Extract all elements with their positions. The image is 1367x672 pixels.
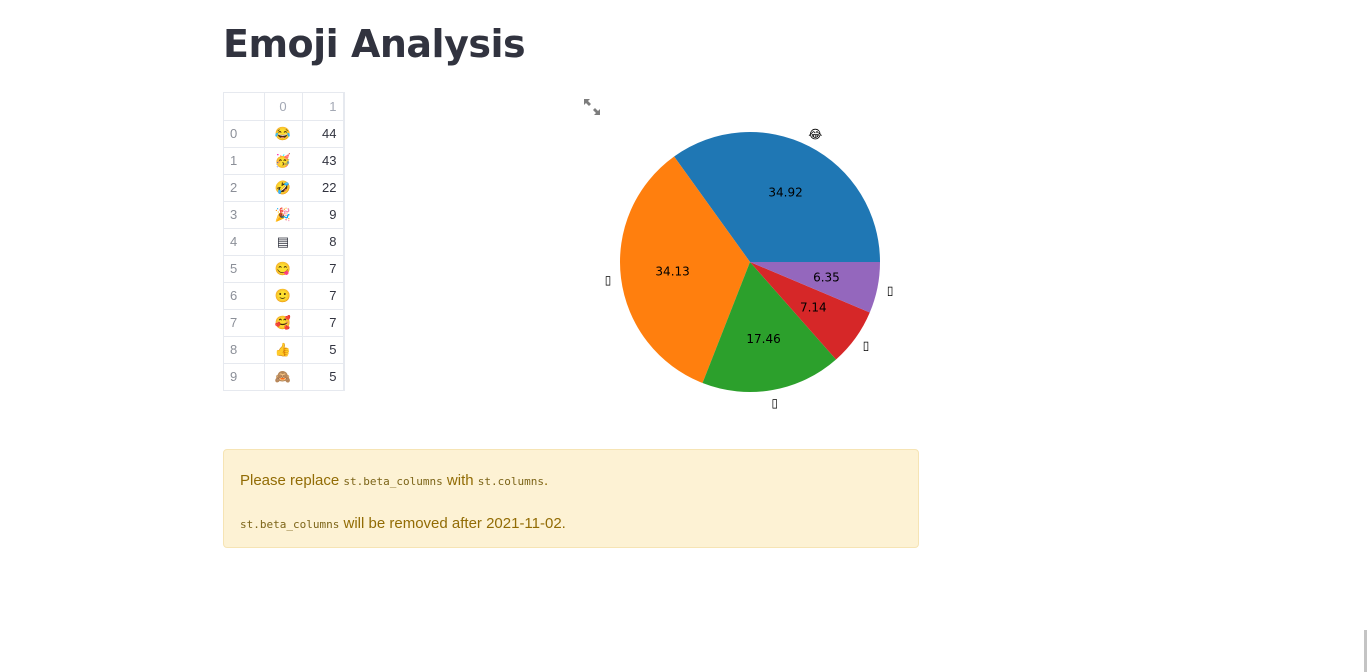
dataframe-count-cell[interactable]: 7 (302, 255, 344, 283)
table-row[interactable]: 0 😂 44 (224, 120, 344, 148)
pie-category-label: ▯ (863, 338, 870, 352)
page-scrollbar[interactable] (1364, 630, 1367, 672)
table-row[interactable]: 7 🥰 7 (224, 309, 344, 337)
pie-percent-label: 7.14 (800, 301, 827, 315)
dataframe-index-cell[interactable]: 3 (224, 201, 265, 229)
dataframe-emoji-cell[interactable]: 🙂 (264, 282, 303, 310)
pie-percentage-labels: 34.92 34.13 17.46 7.14 6.35 (655, 186, 839, 346)
pie-slice-2 (702, 262, 837, 392)
dataframe-count-cell[interactable]: 7 (302, 309, 344, 337)
pie-category-label: ▯ (605, 273, 612, 287)
warning-code: st.columns (477, 475, 544, 488)
dataframe-index-cell[interactable]: 4 (224, 228, 265, 256)
dataframe-emoji-cell[interactable]: 🥳 (264, 147, 303, 175)
emoji-dataframe[interactable]: 0 1 0 😂 44 1 🥳 43 2 🤣 22 3 🎉 9 4 ▤ 8 5 😋 7 6 🙂 7 7 🥰 7 8 👍 5 9 🙈 5 (223, 92, 345, 391)
dataframe-count-cell[interactable]: 44 (302, 120, 344, 148)
dataframe-emoji-cell[interactable]: 🥰 (264, 309, 303, 337)
pie-slice-1 (620, 156, 750, 384)
dataframe-count-cell[interactable]: 5 (302, 363, 344, 390)
page-title: Emoji Analysis (223, 22, 526, 66)
emoji-pie-chart: 34.92 34.13 17.46 7.14 6.35 😂 ▯ ▯ ▯ ▯ (605, 128, 894, 410)
warning-text: . (544, 472, 549, 489)
pie-category-label: ▯ (772, 396, 779, 410)
dataframe-index-cell[interactable]: 5 (224, 255, 265, 283)
table-row[interactable]: 1 🥳 43 (224, 147, 344, 175)
dataframe-index-cell[interactable]: 0 (224, 120, 265, 148)
warning-line-1: Please replace st.beta_columns with st.c… (240, 470, 902, 493)
warning-code: st.beta_columns (343, 475, 443, 488)
dataframe-index-cell[interactable]: 2 (224, 174, 265, 202)
dataframe-column-header-0[interactable]: 0 (264, 93, 303, 121)
dataframe-count-cell[interactable]: 22 (302, 174, 344, 202)
dataframe-count-cell[interactable]: 43 (302, 147, 344, 175)
pie-percent-label: 17.46 (746, 332, 780, 346)
warning-line-2: st.beta_columns will be removed after 20… (240, 513, 902, 536)
deprecation-warning: Please replace st.beta_columns with st.c… (223, 449, 919, 548)
pie-slice-3 (750, 262, 870, 360)
table-row[interactable]: 2 🤣 22 (224, 174, 344, 202)
pie-slice-4 (750, 262, 880, 313)
dataframe-index-cell[interactable]: 8 (224, 336, 265, 364)
dataframe-header-row: 0 1 (224, 93, 344, 121)
table-row[interactable]: 4 ▤ 8 (224, 228, 344, 256)
dataframe-index-header (224, 93, 265, 121)
dataframe-index-cell[interactable]: 7 (224, 309, 265, 337)
dataframe-emoji-cell[interactable]: 🙈 (264, 363, 303, 390)
dataframe-count-cell[interactable]: 7 (302, 282, 344, 310)
dataframe-emoji-cell[interactable]: 🎉 (264, 201, 303, 229)
dataframe-emoji-cell[interactable]: ▤ (264, 228, 303, 256)
dataframe-table: 0 1 0 😂 44 1 🥳 43 2 🤣 22 3 🎉 9 4 ▤ 8 5 😋 7 6 🙂 7 7 🥰 7 8 👍 5 9 🙈 5 (224, 93, 344, 390)
dataframe-column-header-1[interactable]: 1 (302, 93, 344, 121)
pie-slices (620, 132, 880, 392)
warning-text: Please replace (240, 472, 344, 489)
pie-category-label: 😂 (808, 128, 822, 142)
dataframe-count-cell[interactable]: 9 (302, 201, 344, 229)
dataframe-count-cell[interactable]: 8 (302, 228, 344, 256)
pie-outer-labels: 😂 ▯ ▯ ▯ ▯ (605, 128, 894, 410)
warning-code: st.beta_columns (240, 518, 340, 531)
fullscreen-expand-icon[interactable] (583, 98, 601, 116)
warning-text: with (442, 472, 478, 489)
table-row[interactable]: 5 😋 7 (224, 255, 344, 283)
dataframe-emoji-cell[interactable]: 👍 (264, 336, 303, 364)
dataframe-emoji-cell[interactable]: 🤣 (264, 174, 303, 202)
dataframe-count-cell[interactable]: 5 (302, 336, 344, 364)
dataframe-emoji-cell[interactable]: 😋 (264, 255, 303, 283)
pie-percent-label: 34.13 (655, 265, 689, 279)
pie-percent-label: 6.35 (813, 270, 840, 284)
table-row[interactable]: 6 🙂 7 (224, 282, 344, 310)
pie-category-label: ▯ (887, 283, 894, 297)
table-row[interactable]: 3 🎉 9 (224, 201, 344, 229)
pie-slice-0 (674, 132, 880, 262)
dataframe-index-cell[interactable]: 6 (224, 282, 265, 310)
table-row[interactable]: 9 🙈 5 (224, 363, 344, 390)
dataframe-index-cell[interactable]: 9 (224, 363, 265, 390)
dataframe-index-cell[interactable]: 1 (224, 147, 265, 175)
table-row[interactable]: 8 👍 5 (224, 336, 344, 364)
warning-text: will be removed after 2021-11-02. (339, 515, 566, 532)
dataframe-emoji-cell[interactable]: 😂 (264, 120, 303, 148)
pie-percent-label: 34.92 (768, 186, 802, 200)
